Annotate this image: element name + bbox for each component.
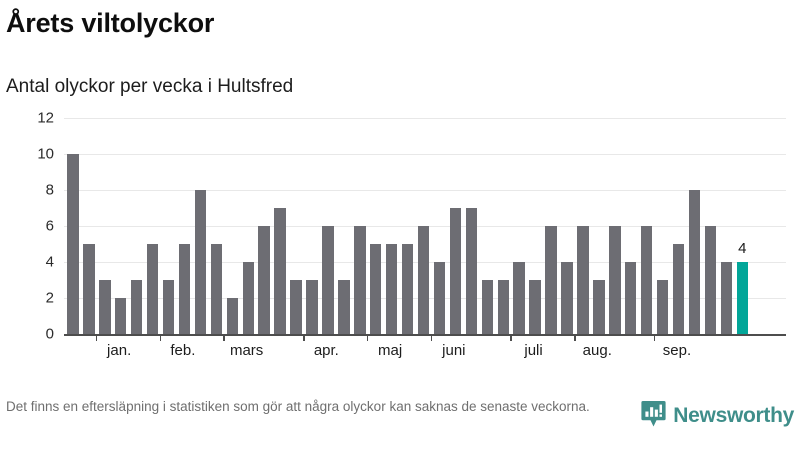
bar[interactable] [417,226,430,334]
bar[interactable] [449,208,462,334]
y-axis-tick-label: 2 [45,289,54,307]
bar[interactable] [577,226,589,334]
bar[interactable] [545,226,557,334]
bar[interactable] [481,280,494,334]
bar[interactable] [306,280,318,334]
bar[interactable] [529,280,541,334]
gridline [64,190,786,191]
gridline [64,118,786,119]
x-axis-tick-label: juli [524,342,543,359]
bar[interactable] [561,262,573,334]
axis-baseline [64,334,786,336]
newsworthy-logo: Newsworthy [641,398,794,432]
bar[interactable] [640,226,653,334]
bar[interactable] [672,244,685,334]
x-axis-tick-mark [430,334,433,341]
x-axis-tick-mark [223,334,225,341]
x-axis-tick-mark [95,334,98,341]
bar[interactable] [625,262,637,334]
chart-subtitle: Antal olyckor per vecka i Hultsfred [6,76,294,97]
bar[interactable] [497,280,509,334]
x-axis-tick-label: feb. [170,342,196,359]
bar[interactable] [401,244,414,334]
bar[interactable] [226,298,239,334]
x-axis-tick-label: sep. [662,342,692,359]
bar[interactable] [322,226,334,334]
x-axis-tick-label: jan. [107,342,132,359]
bar[interactable] [433,262,446,334]
y-axis-tick-label: 6 [45,217,54,235]
bar[interactable] [720,262,733,334]
bar[interactable] [338,280,350,334]
footnote-text: Det finns en eftersläpning i statistiken… [6,399,590,414]
x-axis-tick-label: juni [442,342,466,359]
x-axis-tick-label: maj [378,342,403,359]
bar[interactable] [290,280,302,334]
bar-value-label: 4 [738,240,747,257]
bar[interactable] [67,154,79,334]
bar[interactable] [385,244,398,334]
bar[interactable] [210,244,223,334]
bar[interactable] [704,226,717,334]
bar[interactable] [115,298,127,334]
y-axis-tick-label: 4 [45,253,54,271]
y-axis-tick-label: 0 [45,325,54,343]
bar[interactable] [274,208,286,334]
y-axis-tick-label: 12 [37,109,54,127]
bar[interactable] [688,190,701,334]
bar[interactable] [194,190,207,334]
x-axis-tick-label: aug. [582,342,612,359]
page-title: Årets viltolyckor [6,8,215,38]
plot-area: 0 2 4 6 8 10 12 4 jan. feb. mars apr. maj juni juli a… [0,110,800,359]
bar[interactable] [146,244,159,334]
bar[interactable] [162,280,175,334]
logo-wordmark: Newsworthy [673,403,794,427]
bar[interactable] [465,208,478,334]
x-axis-tick-label: apr. [313,342,339,359]
x-axis-tick-mark [366,334,369,341]
bar-series: 4 [64,118,786,334]
bar[interactable] [242,262,254,334]
bar-highlighted[interactable] [736,262,749,334]
bar[interactable] [370,244,382,334]
x-axis-tick-mark [653,334,656,341]
x-axis-tick-mark [510,334,512,341]
bar[interactable] [130,280,143,334]
bar[interactable] [593,280,605,334]
bar[interactable] [178,244,191,334]
bar-chart-pin-icon [641,400,666,430]
y-axis-tick-label: 8 [45,181,54,199]
bar[interactable] [656,280,669,334]
x-axis-tick-mark [574,334,576,341]
bar[interactable] [258,226,270,334]
chart-footer: Det finns en eftersläpning i statistiken… [0,392,800,450]
y-axis-tick-label: 10 [37,145,54,163]
bar[interactable] [609,226,621,334]
bar[interactable] [513,262,525,334]
x-axis-tick-mark [159,334,162,341]
x-axis-tick-mark [303,334,305,341]
y-axis: 0 2 4 6 8 10 12 [0,110,64,343]
gridline [64,154,786,155]
x-axis-tick-label: mars [229,342,264,359]
bar[interactable] [99,280,111,334]
bar[interactable] [83,244,95,334]
bar[interactable] [354,226,366,334]
x-axis: jan. feb. mars apr. maj juni juli aug. sep. [64,334,786,370]
